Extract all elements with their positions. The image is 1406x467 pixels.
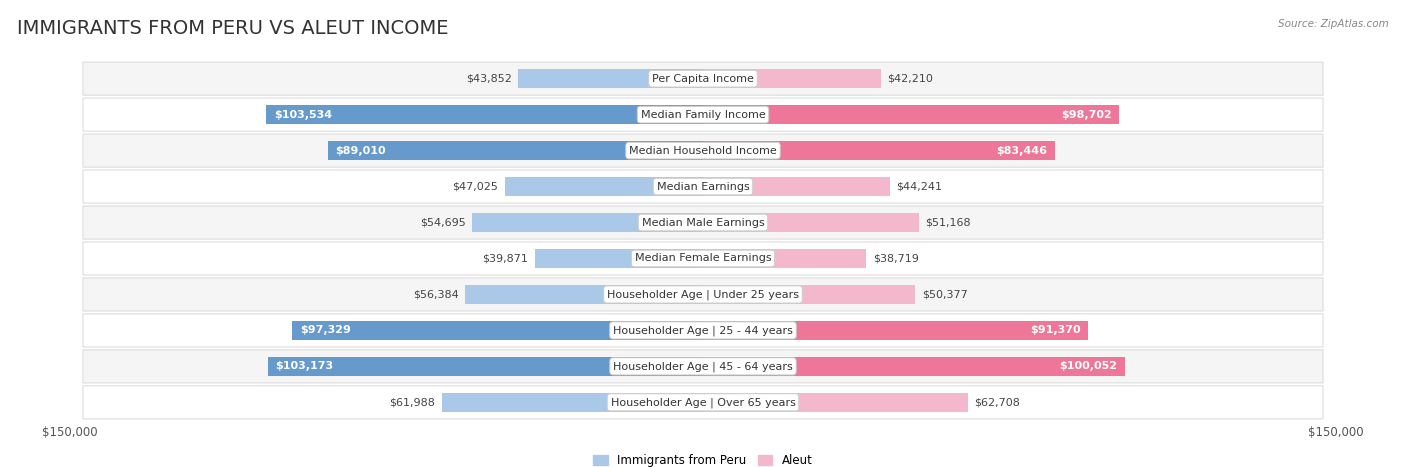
Text: $103,534: $103,534: [274, 110, 332, 120]
Bar: [703, 285, 915, 304]
Bar: [292, 321, 703, 340]
Text: $51,168: $51,168: [925, 218, 970, 227]
FancyBboxPatch shape: [83, 62, 1323, 95]
Text: $62,708: $62,708: [974, 397, 1019, 407]
FancyBboxPatch shape: [83, 350, 1323, 383]
Text: $91,370: $91,370: [1031, 325, 1081, 335]
Text: Householder Age | 45 - 64 years: Householder Age | 45 - 64 years: [613, 361, 793, 372]
FancyBboxPatch shape: [83, 386, 1323, 419]
Text: $103,173: $103,173: [276, 361, 333, 371]
Text: Householder Age | Under 25 years: Householder Age | Under 25 years: [607, 289, 799, 300]
Text: Householder Age | Over 65 years: Householder Age | Over 65 years: [610, 397, 796, 408]
Bar: [703, 69, 882, 88]
FancyBboxPatch shape: [83, 134, 1323, 167]
Text: Median Household Income: Median Household Income: [628, 146, 778, 156]
Text: $97,329: $97,329: [299, 325, 352, 335]
Text: $43,852: $43,852: [465, 74, 512, 84]
Bar: [703, 321, 1088, 340]
Text: $47,025: $47,025: [453, 182, 498, 191]
Text: Median Male Earnings: Median Male Earnings: [641, 218, 765, 227]
Text: $39,871: $39,871: [482, 254, 529, 263]
Bar: [703, 177, 890, 196]
FancyBboxPatch shape: [83, 170, 1323, 203]
Text: $38,719: $38,719: [873, 254, 918, 263]
FancyBboxPatch shape: [83, 206, 1323, 239]
Bar: [703, 141, 1054, 160]
Text: $98,702: $98,702: [1062, 110, 1112, 120]
Text: $56,384: $56,384: [413, 290, 458, 299]
Text: Householder Age | 25 - 44 years: Householder Age | 25 - 44 years: [613, 325, 793, 336]
Text: $61,988: $61,988: [389, 397, 436, 407]
Bar: [517, 69, 703, 88]
Text: $50,377: $50,377: [922, 290, 967, 299]
Bar: [703, 249, 866, 268]
Text: Median Earnings: Median Earnings: [657, 182, 749, 191]
Bar: [266, 105, 703, 124]
Legend: Immigrants from Peru, Aleut: Immigrants from Peru, Aleut: [589, 449, 817, 467]
Text: Per Capita Income: Per Capita Income: [652, 74, 754, 84]
Text: Median Family Income: Median Family Income: [641, 110, 765, 120]
Bar: [703, 213, 920, 232]
Bar: [441, 393, 703, 412]
Bar: [534, 249, 703, 268]
Text: IMMIGRANTS FROM PERU VS ALEUT INCOME: IMMIGRANTS FROM PERU VS ALEUT INCOME: [17, 19, 449, 38]
Bar: [328, 141, 703, 160]
FancyBboxPatch shape: [83, 314, 1323, 347]
Bar: [703, 105, 1119, 124]
Bar: [472, 213, 703, 232]
FancyBboxPatch shape: [83, 278, 1323, 311]
FancyBboxPatch shape: [83, 242, 1323, 275]
Text: $89,010: $89,010: [335, 146, 385, 156]
Text: $83,446: $83,446: [997, 146, 1047, 156]
Bar: [465, 285, 703, 304]
Bar: [267, 357, 703, 376]
FancyBboxPatch shape: [83, 98, 1323, 131]
Text: $44,241: $44,241: [896, 182, 942, 191]
Bar: [703, 393, 967, 412]
Text: $100,052: $100,052: [1060, 361, 1118, 371]
Bar: [703, 357, 1125, 376]
Bar: [505, 177, 703, 196]
Text: Median Female Earnings: Median Female Earnings: [634, 254, 772, 263]
Text: $54,695: $54,695: [420, 218, 465, 227]
Text: $42,210: $42,210: [887, 74, 934, 84]
Text: Source: ZipAtlas.com: Source: ZipAtlas.com: [1278, 19, 1389, 28]
